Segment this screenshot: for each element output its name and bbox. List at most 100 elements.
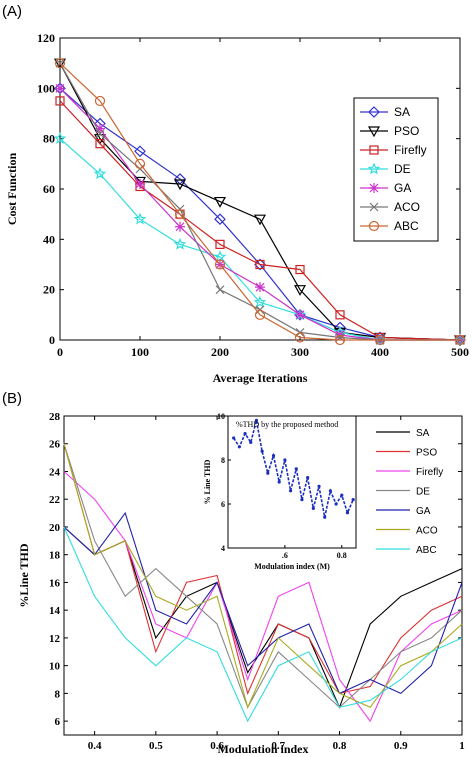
- chart-b-x-tick-label: 1: [459, 740, 465, 752]
- chart-b-x-tick-label: 0.6: [210, 740, 224, 752]
- inset-series: [232, 418, 355, 519]
- chart-a-legend-marker-de: [367, 162, 381, 175]
- chart-a-point-firefly: [295, 264, 305, 275]
- chart-a-point-sa: [214, 213, 226, 226]
- chart-a-point-de: [93, 167, 107, 180]
- chart-a-line-de: [59, 138, 460, 341]
- chart-a-point-firefly: [215, 239, 225, 249]
- chart-a-point-de: [213, 250, 227, 263]
- chart-a-line-aco: [59, 62, 460, 341]
- chart-a-x-tick-label: 400: [371, 345, 389, 359]
- chart-a-point-ga: [135, 178, 145, 189]
- inset-point: [334, 502, 338, 506]
- chart-b-line-abc: [63, 526, 463, 723]
- chart-a-line-firefly: [59, 100, 461, 341]
- inset-point: [317, 484, 321, 488]
- chart-b-legend: SA PSO Firefly DE GA ACO ABC: [376, 428, 443, 556]
- chart-a-point-firefly: [335, 310, 345, 320]
- chart-b-legend-label-pso: PSO: [416, 448, 437, 459]
- chart-a-x-tick-label: 200: [211, 345, 229, 359]
- inset-point: [351, 498, 355, 502]
- inset-y-tick-label: 10: [217, 412, 225, 421]
- chart-a-point-abc: [454, 334, 466, 346]
- chart-a-series-abc: [54, 58, 466, 346]
- chart-a-point-ga: [175, 221, 185, 232]
- chart-a-legend-marker-aco: [369, 202, 379, 212]
- chart-b-x-tick-label: 0.9: [394, 740, 408, 752]
- chart-a-point-ga: [255, 282, 265, 293]
- chart-a-point-abc: [94, 95, 106, 107]
- chart-b-x-tick-label: 0.7: [271, 740, 285, 752]
- inset-point: [300, 498, 304, 502]
- chart-a-point-abc: [174, 209, 186, 220]
- chart-b-y-axis-title: %Line THD: [17, 543, 31, 607]
- inset-point: [328, 489, 332, 493]
- inset-point: [254, 418, 259, 422]
- chart-a-point-abc: [334, 334, 346, 346]
- chart-b-line-firefly: [63, 471, 463, 723]
- inset-point: [345, 511, 350, 515]
- chart-a-line-pso: [59, 62, 461, 341]
- chart-a-point-pso: [253, 214, 267, 226]
- chart-b-inset: 4 6 8 10 .6 0.8 %THD by the proposed method M…: [203, 412, 357, 571]
- chart-b-y-tick-label: 14: [49, 605, 61, 617]
- chart-a-point-aco: [215, 285, 225, 295]
- chart-b-ticks: 0.4 0.5 0.6 0.7 0.8 0.9 1681012141618202224262…: [49, 411, 465, 752]
- panel-a-label: (A): [2, 3, 22, 20]
- chart-b-x-tick-label: 0.8: [333, 740, 347, 752]
- chart-a-x-axis-title: Average Iterations: [213, 371, 308, 385]
- chart-b: 0.4 0.5 0.6 0.7 0.8 0.9 1681012141618202224262…: [17, 411, 465, 756]
- chart-a-ticks: 0 100 200 300 400 500 0 20 40 60 80 100 120: [37, 31, 469, 359]
- chart-a-point-abc: [374, 334, 386, 346]
- chart-b-line-ga: [63, 511, 463, 695]
- chart-a-line-sa: [59, 87, 461, 341]
- chart-b-legend-label-de: DE: [416, 487, 430, 498]
- chart-b-legend-label-abc: ABC: [416, 545, 437, 556]
- chart-a-point-abc: [294, 332, 306, 343]
- chart-a-x-tick-label: 500: [451, 345, 469, 359]
- chart-a-point-aco: [95, 129, 105, 139]
- chart-a-point-de: [173, 237, 187, 250]
- inset-point: [260, 449, 264, 453]
- chart-a-line-abc: [59, 62, 460, 341]
- chart-b-y-tick-label: 26: [49, 439, 61, 451]
- chart-a-legend-marker-abc: [368, 220, 380, 232]
- chart-b-x-tick-label: 0.5: [149, 740, 163, 752]
- inset-point: [271, 454, 276, 458]
- chart-a-point-abc: [134, 158, 146, 169]
- inset-title: %THD by the proposed method: [236, 420, 338, 429]
- chart-b-y-tick-label: 6: [55, 716, 61, 728]
- chart-b-y-tick-label: 12: [49, 633, 61, 645]
- chart-b-legend-label-ga: GA: [416, 506, 431, 517]
- chart-b-y-tick-label: 22: [49, 494, 61, 506]
- chart-a-legend-marker-pso: [367, 126, 381, 138]
- inset-point: [288, 489, 293, 493]
- chart-a-legend-label-de: DE: [394, 162, 411, 176]
- panel-b-label: (B): [2, 390, 22, 407]
- chart-b-y-tick-label: 10: [49, 661, 61, 673]
- chart-b-y-tick-label: 28: [49, 411, 61, 423]
- chart-b-y-tick-label: 24: [49, 466, 61, 478]
- chart-a-y-tick-label: 20: [43, 283, 55, 297]
- chart-b-legend-label-sa: SA: [416, 428, 430, 439]
- chart-a-legend-label-aco: ACO: [394, 200, 420, 214]
- chart-b-x-tick-label: 0.4: [88, 740, 102, 752]
- chart-a-y-tick-label: 60: [43, 182, 55, 196]
- inset-point: [277, 480, 281, 484]
- inset-line: [233, 420, 354, 518]
- chart-a-legend-marker-firefly: [369, 145, 379, 155]
- chart-a-series: [53, 58, 467, 347]
- chart-a-legend-marker-ga: [369, 183, 379, 193]
- inset-y-axis-title: % Line THD: [203, 459, 212, 504]
- chart-b-line-aco: [63, 443, 463, 709]
- chart-a-y-axis-title: Cost Function: [5, 153, 19, 226]
- chart-a-point-abc: [54, 58, 66, 69]
- inset-point: [311, 506, 315, 510]
- inset-point: [340, 493, 344, 497]
- chart-a-legend-label-pso: PSO: [394, 124, 419, 138]
- chart-a-point-pso: [213, 196, 227, 208]
- chart-a-point-abc: [254, 309, 266, 320]
- chart-a-y-tick-label: 80: [43, 132, 55, 146]
- inset-point: [249, 440, 253, 444]
